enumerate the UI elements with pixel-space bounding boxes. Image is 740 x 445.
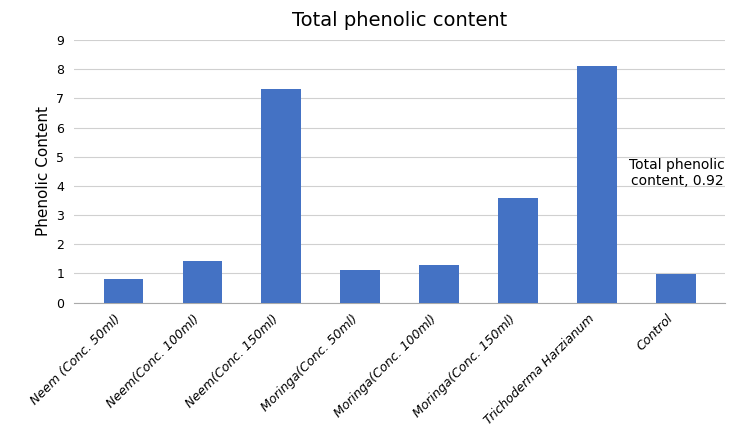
Text: Total phenolic
content, 0.92: Total phenolic content, 0.92: [630, 158, 725, 188]
Title: Total phenolic content: Total phenolic content: [292, 11, 507, 30]
Bar: [183, 261, 222, 303]
Y-axis label: Phenolic Content: Phenolic Content: [36, 106, 51, 236]
Bar: [340, 270, 380, 303]
Bar: [420, 265, 459, 303]
Bar: [577, 66, 616, 303]
Bar: [656, 274, 696, 303]
Bar: [498, 198, 538, 303]
Bar: [261, 89, 301, 303]
Bar: [104, 279, 143, 303]
